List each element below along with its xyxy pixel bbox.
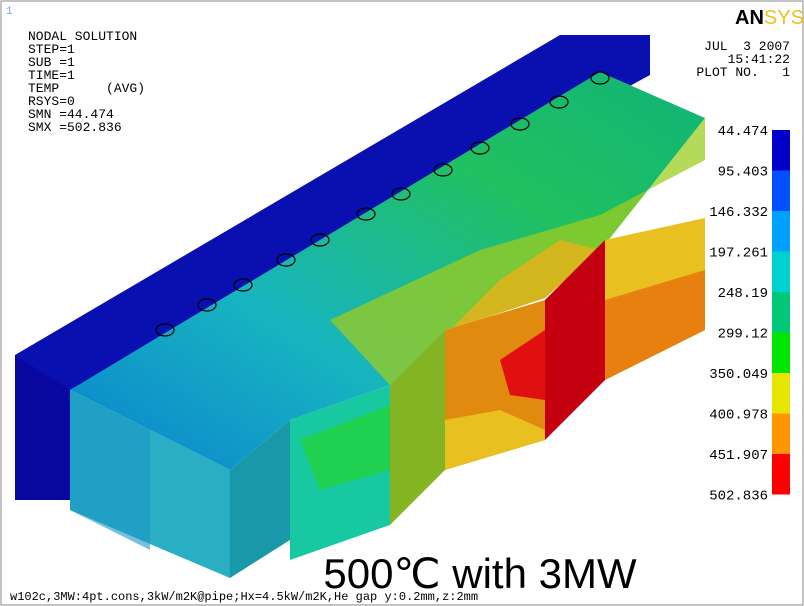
legend-label-bg xyxy=(712,485,770,504)
info-line: NODAL SOLUTION xyxy=(28,29,137,44)
logo-light: SYS xyxy=(764,7,804,29)
stamp-line: PLOT NO. 1 xyxy=(696,65,790,80)
info-line: SUB =1 xyxy=(28,55,75,70)
info-line: SMX =502.836 xyxy=(28,120,122,135)
legend-label: 350.049 xyxy=(709,367,768,383)
footer: w102c,3MW:4pt.cons,3kW/m2K@pipe;Hx=4.5kW… xyxy=(10,590,478,604)
legend-label: 146.332 xyxy=(709,205,768,221)
legend-label: 44.474 xyxy=(718,124,768,140)
legend-bar xyxy=(772,130,790,495)
legend-labels: 44.474 95.403 146.332 197.261 248.19 299.12 35… xyxy=(709,121,770,505)
legend-label-bg xyxy=(712,364,770,382)
legend-label-bg xyxy=(712,242,770,261)
legend-label-bg xyxy=(712,283,770,301)
legend-label-bg xyxy=(712,445,770,463)
legend-label: 451.907 xyxy=(709,448,768,464)
legend-label: 248.19 xyxy=(718,286,768,302)
window-number: 1 xyxy=(6,6,13,18)
legend-label-bg xyxy=(712,202,770,220)
info-line: RSYS=0 xyxy=(28,94,75,109)
legend-label-bg xyxy=(712,121,770,139)
legend-label-bg xyxy=(712,161,770,180)
legend-label: 95.403 xyxy=(718,165,768,181)
logo: ANSYS xyxy=(735,7,804,29)
legend-label-bg xyxy=(712,404,770,423)
legend-label: 400.978 xyxy=(709,408,768,424)
legend-label-bg xyxy=(712,323,770,342)
caption: 500℃ with 3MW xyxy=(323,550,637,597)
legend-label: 502.836 xyxy=(709,489,768,505)
legend-label: 197.261 xyxy=(709,246,768,262)
stamp-line: JUL 3 2007 xyxy=(704,39,790,54)
model xyxy=(15,35,705,578)
stamp-line: 15:41:22 xyxy=(728,52,790,67)
legend-label: 299.12 xyxy=(718,327,768,343)
info-line: STEP=1 xyxy=(28,42,75,57)
info-line: SMN =44.474 xyxy=(28,107,114,122)
info-line: TIME=1 xyxy=(28,68,75,83)
info-line: TEMP (AVG) xyxy=(28,81,145,96)
logo-bold: AN xyxy=(735,7,764,29)
